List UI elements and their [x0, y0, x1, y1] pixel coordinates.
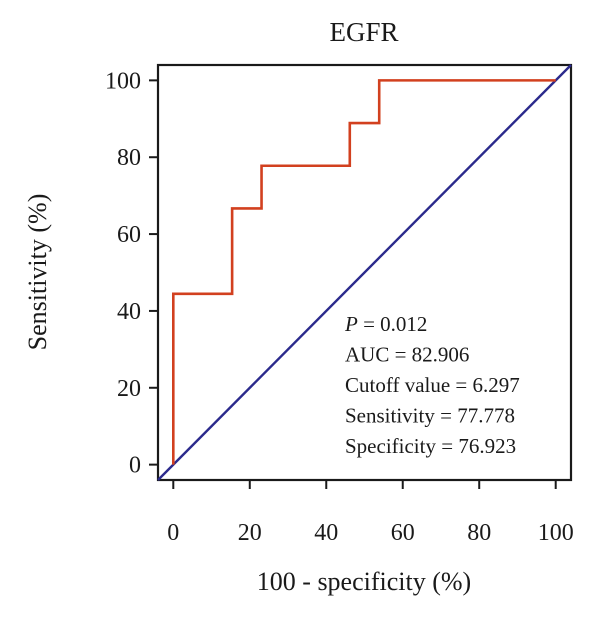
x-tick-label: 60: [391, 520, 415, 546]
plot-lines: [157, 64, 572, 481]
x-axis-ticks: 0 20 40 60 80 100: [167, 480, 574, 546]
stats-annotations: P = 0.012 AUC = 82.906 Cutoff value = 6.29…: [344, 312, 520, 458]
annotation-text: = 0.012: [358, 312, 428, 336]
plot-frame: [156, 63, 573, 482]
annotation-line: Cutoff value = 6.297: [345, 373, 520, 397]
chart-title: EGFR: [329, 17, 398, 47]
annotation-text: AUC = 82.906: [345, 343, 469, 367]
y-tick-label: 20: [117, 376, 141, 402]
annotation-line: Sensitivity = 77.778: [345, 404, 515, 428]
reference-diagonal: [157, 64, 572, 481]
annotation-text: Cutoff value = 6.297: [345, 373, 520, 397]
annotation-italic-prefix: P: [344, 312, 358, 336]
x-tick-label: 80: [467, 520, 491, 546]
annotation-line: AUC = 82.906: [345, 343, 469, 367]
x-tick-label: 100: [538, 520, 574, 546]
y-tick-label: 80: [117, 145, 141, 171]
x-tick-label: 0: [167, 520, 179, 546]
annotation-text: Sensitivity = 77.778: [345, 404, 515, 428]
annotation-line: Specificity = 76.923: [345, 434, 516, 458]
y-axis-label: Sensitivity (%): [23, 194, 52, 351]
y-tick-label: 60: [117, 222, 141, 248]
y-tick-label: 0: [129, 453, 141, 479]
y-tick-label: 100: [105, 68, 141, 94]
x-tick-label: 40: [314, 520, 338, 546]
y-tick-label: 40: [117, 299, 141, 325]
y-axis-ticks: 0 20 40 60 80 100: [105, 68, 158, 479]
x-axis-label: 100 - specificity (%): [257, 567, 471, 596]
x-tick-label: 20: [238, 520, 262, 546]
annotation-text: Specificity = 76.923: [345, 434, 516, 458]
annotation-line: P = 0.012: [344, 312, 427, 336]
roc-curve: [172, 79, 556, 465]
